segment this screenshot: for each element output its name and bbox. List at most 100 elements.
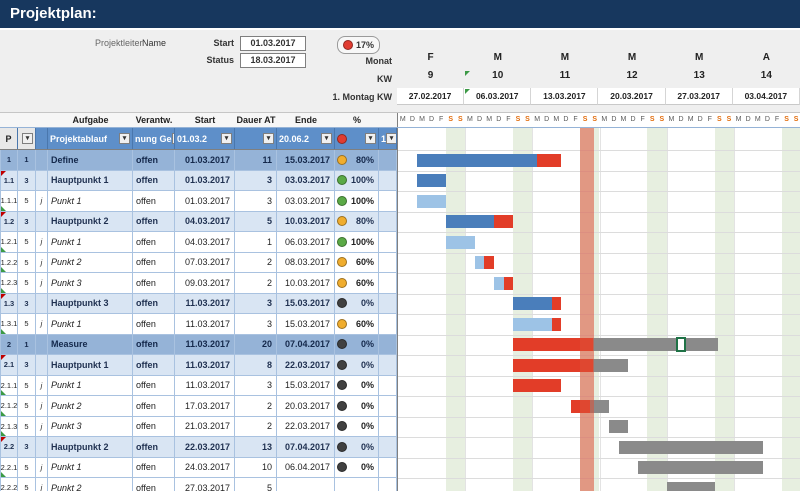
cell-flag-j[interactable]: j <box>36 375 48 396</box>
cell-start[interactable]: 11.03.2017 <box>175 334 235 355</box>
cell-ende[interactable]: 15.03.2017 <box>277 314 335 335</box>
cell-wbs[interactable]: 2.1.2 <box>0 396 18 417</box>
cell-dauer[interactable]: 3 <box>235 375 277 396</box>
filter-cell-verantw[interactable]: nung Ge▾ <box>133 128 175 149</box>
week-date-cell[interactable]: 03.04.2017 <box>732 88 800 105</box>
cell-flag-j[interactable]: j <box>36 232 48 253</box>
kw-cell[interactable]: 11 <box>559 70 571 81</box>
filter-dropdown-icon[interactable]: ▾ <box>263 133 274 144</box>
cell-level-num[interactable]: 3 <box>18 355 36 376</box>
cell-dauer[interactable]: 20 <box>235 334 277 355</box>
cell-aufgabe[interactable]: Punkt 2 <box>48 478 133 491</box>
cell-wbs[interactable]: 1.3.1 <box>0 314 18 335</box>
cell-start[interactable]: 17.03.2017 <box>175 396 235 417</box>
cell-wbs[interactable]: 2.1.3 <box>0 416 18 437</box>
cell-aufgabe[interactable]: Hauptpunkt 3 <box>48 293 133 314</box>
cell-dauer[interactable]: 5 <box>235 478 277 491</box>
cell-level-num[interactable]: 5 <box>18 252 36 273</box>
cell-verantw[interactable]: offen <box>133 252 175 273</box>
cell-percent[interactable]: 0% <box>335 396 379 417</box>
cell-flag-j[interactable] <box>36 334 48 355</box>
cell-start[interactable]: 01.03.2017 <box>175 170 235 191</box>
cell-start[interactable]: 01.03.2017 <box>175 191 235 212</box>
cell-flag-j[interactable]: j <box>36 191 48 212</box>
cell-verantw[interactable]: offen <box>133 273 175 294</box>
cell-aufgabe[interactable]: Punkt 3 <box>48 273 133 294</box>
week-date-cell[interactable]: 20.03.2017 <box>598 88 666 105</box>
kw-cell[interactable]: 10 <box>464 70 531 86</box>
filter-cell-start[interactable]: 01.03.2 ▾ <box>175 128 235 149</box>
cell-percent[interactable]: 60% <box>335 252 379 273</box>
cell-level-num[interactable]: 3 <box>18 437 36 458</box>
cell-wbs[interactable]: 1.2.3 <box>0 273 18 294</box>
filter-dropdown-icon[interactable]: ▾ <box>321 133 332 144</box>
cell-level-num[interactable]: 3 <box>18 170 36 191</box>
cell-percent[interactable]: 100% <box>335 232 379 253</box>
cell-aufgabe[interactable]: Punkt 1 <box>48 375 133 396</box>
cell-extra[interactable] <box>379 416 397 437</box>
cell-ende[interactable]: 06.04.2017 <box>277 457 335 478</box>
cell-ende[interactable]: 15.03.2017 <box>277 293 335 314</box>
cell-level-num[interactable]: 3 <box>18 293 36 314</box>
cell-ende[interactable]: 03.03.2017 <box>277 191 335 212</box>
cell-percent[interactable]: 0% <box>335 457 379 478</box>
cell-ende[interactable]: 22.03.2017 <box>277 355 335 376</box>
cell-dauer[interactable]: 2 <box>235 273 277 294</box>
cell-aufgabe[interactable]: Measure <box>48 334 133 355</box>
filter-cell-j[interactable] <box>36 128 48 149</box>
cell-start[interactable]: 11.03.2017 <box>175 355 235 376</box>
cell-ende[interactable] <box>277 478 335 491</box>
cell-level-num[interactable]: 3 <box>18 211 36 232</box>
cell-percent[interactable]: 0% <box>335 293 379 314</box>
cell-ende[interactable]: 07.04.2017 <box>277 334 335 355</box>
cell-start[interactable]: 04.03.2017 <box>175 211 235 232</box>
cell-aufgabe[interactable]: Hauptpunkt 1 <box>48 170 133 191</box>
cell-percent[interactable]: 0% <box>335 334 379 355</box>
cell-wbs[interactable]: 2.1.1 <box>0 375 18 396</box>
cell-start[interactable]: 07.03.2017 <box>175 252 235 273</box>
cell-ende[interactable]: 22.03.2017 <box>277 416 335 437</box>
kw-cell[interactable]: 14 <box>760 70 772 81</box>
cell-aufgabe[interactable]: Punkt 1 <box>48 314 133 335</box>
cell-verantw[interactable]: offen <box>133 375 175 396</box>
status-date-field[interactable]: 18.03.2017 <box>240 53 306 68</box>
cell-extra[interactable] <box>379 191 397 212</box>
cell-wbs[interactable]: 1.2.1 <box>0 232 18 253</box>
cell-start[interactable]: 27.03.2017 <box>175 478 235 491</box>
cell-ende[interactable]: 10.03.2017 <box>277 211 335 232</box>
filter-cell-last[interactable]: 1 ▾ <box>379 128 397 149</box>
cell-wbs[interactable]: 2.2.1 <box>0 457 18 478</box>
cell-percent[interactable]: 0% <box>335 437 379 458</box>
cell-percent[interactable]: 60% <box>335 314 379 335</box>
cell-flag-j[interactable] <box>36 437 48 458</box>
cell-level-num[interactable]: 5 <box>18 457 36 478</box>
selected-cell-cursor[interactable] <box>676 336 687 352</box>
cell-dauer[interactable]: 3 <box>235 314 277 335</box>
cell-aufgabe[interactable]: Punkt 1 <box>48 457 133 478</box>
cell-flag-j[interactable] <box>36 355 48 376</box>
cell-percent[interactable]: 0% <box>335 416 379 437</box>
cell-wbs[interactable]: 1.1.1 <box>0 191 18 212</box>
cell-level-num[interactable]: 5 <box>18 375 36 396</box>
kw-cell[interactable]: 9 <box>427 70 434 81</box>
filter-cell-p[interactable]: P <box>0 128 18 149</box>
month-cell[interactable]: F <box>427 52 434 63</box>
cell-extra[interactable] <box>379 334 397 355</box>
cell-extra[interactable] <box>379 457 397 478</box>
cell-flag-j[interactable]: j <box>36 314 48 335</box>
cell-extra[interactable] <box>379 150 397 171</box>
cell-dauer[interactable]: 13 <box>235 437 277 458</box>
cell-start[interactable]: 04.03.2017 <box>175 232 235 253</box>
cell-flag-j[interactable] <box>36 211 48 232</box>
cell-level-num[interactable]: 5 <box>18 273 36 294</box>
cell-ende[interactable]: 08.03.2017 <box>277 252 335 273</box>
start-date-field[interactable]: 01.03.2017 <box>240 36 306 51</box>
cell-start[interactable]: 21.03.2017 <box>175 416 235 437</box>
week-date-cell[interactable]: 27.03.2017 <box>665 88 733 105</box>
cell-flag-j[interactable]: j <box>36 273 48 294</box>
filter-dropdown-icon[interactable]: ▾ <box>22 133 33 144</box>
cell-verantw[interactable]: offen <box>133 478 175 491</box>
month-cell[interactable]: M <box>493 52 502 63</box>
cell-aufgabe[interactable]: Punkt 2 <box>48 396 133 417</box>
filter-cell-pct[interactable]: ▾ <box>335 128 379 149</box>
